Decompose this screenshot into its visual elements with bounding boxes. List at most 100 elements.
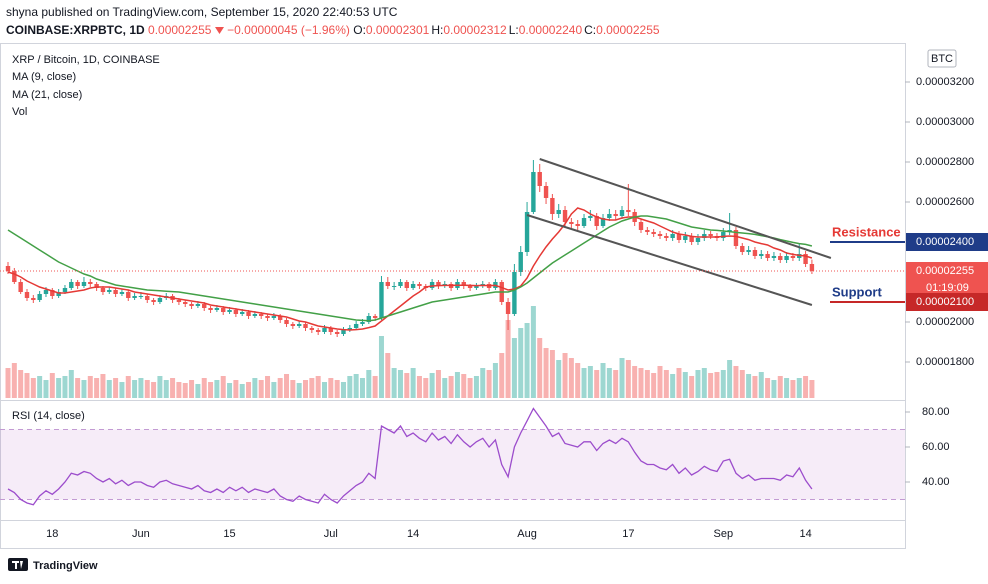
candle-body: [366, 316, 372, 322]
volume-bar: [265, 376, 271, 398]
price: 0.00002255: [148, 23, 212, 37]
symbol: COINBASE:XRPBTC, 1D: [6, 23, 145, 37]
volume-bar: [556, 360, 562, 398]
volume-bar: [758, 372, 764, 398]
volume-bar: [619, 358, 625, 398]
rsi-tick-label: 40.00: [922, 476, 950, 488]
candle-body: [391, 286, 397, 287]
volume-bar: [62, 376, 68, 398]
candle-body: [353, 324, 359, 328]
candle-body: [284, 320, 289, 324]
candle-body: [75, 282, 80, 286]
volume-bar: [214, 380, 220, 398]
level-name: Resistance: [832, 224, 901, 239]
volume-bar: [442, 378, 448, 398]
candle-body: [619, 210, 625, 216]
candle-body: [809, 264, 815, 271]
candle-body: [24, 292, 30, 298]
candle-body: [600, 218, 606, 226]
volume-bar: [113, 378, 119, 398]
volume-bar: [87, 376, 93, 398]
candle-body: [221, 308, 226, 312]
candle-body: [145, 296, 150, 300]
candle-body: [252, 314, 258, 316]
candle-body: [461, 282, 466, 286]
y-tick-label: 0.00002000: [916, 316, 974, 328]
candle-body: [176, 300, 182, 302]
candle-body: [524, 212, 530, 252]
x-tick-label: Jun: [132, 528, 150, 540]
volume-bar: [322, 382, 327, 398]
candle-body: [664, 236, 669, 238]
candle-body: [778, 256, 783, 260]
volume-bar: [271, 382, 277, 398]
candle-body: [202, 304, 207, 308]
candle-body: [740, 246, 745, 252]
volume-bar: [575, 363, 581, 398]
volume-bar: [594, 370, 600, 398]
candle-body: [626, 210, 631, 212]
volume-bar: [37, 376, 43, 398]
candle-body: [183, 302, 188, 304]
volume-bar: [454, 372, 460, 398]
candle-body: [277, 316, 283, 320]
volume-bar: [151, 382, 157, 398]
volume-bar: [334, 380, 340, 398]
y-tick-label: 0.00001800: [916, 356, 974, 368]
volume-bar: [613, 370, 619, 398]
candle-body: [315, 330, 321, 332]
ma-line: [7, 215, 813, 322]
candle-body: [296, 324, 302, 326]
volume-bar: [638, 368, 644, 398]
candle-body: [309, 328, 315, 330]
candle-body: [119, 292, 125, 294]
volume-bar: [56, 378, 62, 398]
volume-bar: [24, 373, 30, 398]
volume-bar: [208, 382, 214, 398]
volume-bar: [182, 383, 188, 398]
volume-bar: [549, 350, 555, 398]
countdown-box: [906, 280, 988, 296]
x-tick-label: 15: [223, 528, 235, 540]
candle-body: [37, 294, 42, 300]
volume-bar: [163, 380, 169, 398]
candle-body: [138, 296, 144, 297]
volume-bar: [43, 380, 49, 398]
candle-body: [12, 271, 17, 282]
y-tick-label: 0.00003000: [916, 116, 974, 128]
volume-bar: [359, 378, 365, 398]
volume-bar: [727, 360, 733, 398]
volume-bar: [220, 376, 226, 398]
volume-bar: [587, 366, 593, 398]
volume-bar: [644, 370, 650, 398]
chart-title: XRP / Bitcoin, 1D, COINBASE: [12, 54, 160, 66]
volume-bar: [765, 378, 771, 398]
volume-bar: [296, 383, 302, 398]
level-box: [906, 233, 988, 251]
volume-bar: [771, 380, 777, 398]
volume-bar: [733, 366, 739, 398]
quote-line: COINBASE:XRPBTC, 1D 0.00002255 −0.000000…: [6, 21, 662, 39]
candle-body: [88, 282, 93, 284]
candle-body: [246, 312, 251, 316]
volume-bar: [689, 376, 695, 398]
rsi-tick-label: 80.00: [922, 406, 950, 418]
volume-bar: [132, 380, 138, 398]
volume-bar: [784, 378, 790, 398]
candle-body: [303, 324, 308, 328]
volume-bar: [94, 378, 100, 398]
candle-body: [550, 198, 555, 214]
volume-bar: [511, 338, 517, 398]
volume-bar: [49, 373, 55, 398]
volume-bar: [600, 363, 606, 398]
currency-box: [927, 49, 957, 68]
candle-body: [271, 316, 277, 318]
volume-bar: [714, 372, 720, 398]
volume-bar: [701, 368, 707, 398]
candle-body: [322, 328, 327, 332]
candle-body: [638, 222, 644, 230]
volume-bar: [100, 374, 106, 398]
candle-body: [94, 284, 99, 288]
candle-body: [5, 266, 11, 271]
volume-bar: [746, 374, 752, 398]
